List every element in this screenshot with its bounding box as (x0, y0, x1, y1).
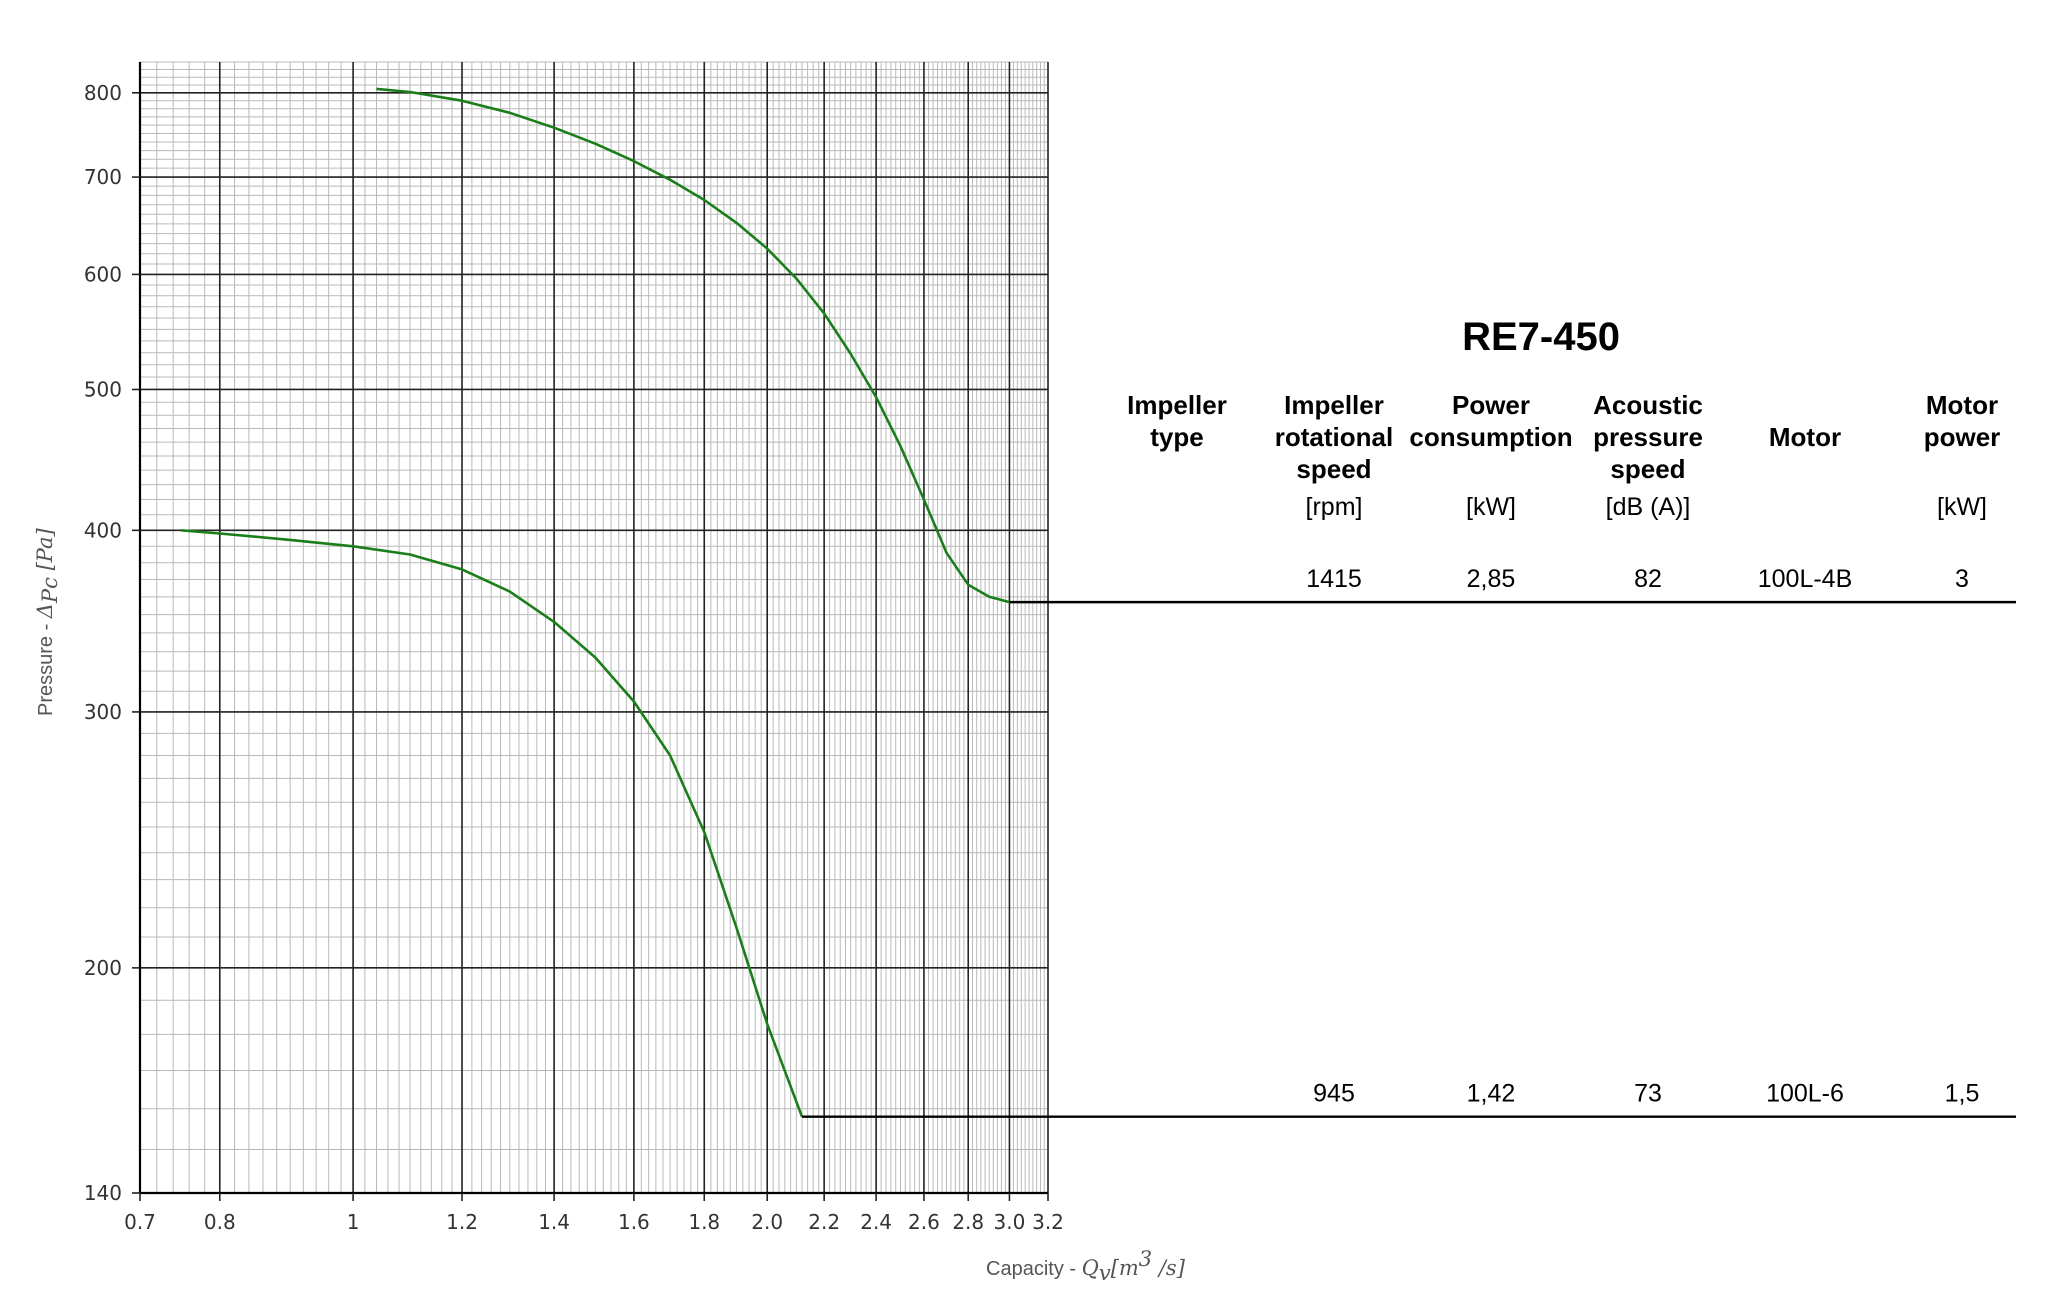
table-unit: [kW] (1466, 493, 1516, 521)
table-header: consumption (1409, 422, 1572, 452)
table-header: pressure (1593, 422, 1703, 452)
y-axis-ticks: 140 200 300 400 500 600 700 800 (84, 81, 140, 1205)
series-line-2 (181, 529, 804, 1118)
table-header: speed (1296, 454, 1371, 484)
table-header: Motor (1926, 390, 1998, 420)
table-cell: 73 (1634, 1080, 1662, 1108)
y-tick-label: 500 (84, 377, 122, 401)
y-tick-label: 800 (84, 81, 122, 105)
y-tick-label: 300 (84, 700, 122, 724)
series-lines (181, 87, 1010, 1118)
table-unit: [rpm] (1306, 493, 1363, 521)
table-cell: 1415 (1306, 565, 1362, 593)
table-header: Power (1452, 390, 1530, 420)
y-tick-label: 200 (84, 956, 122, 980)
table-header: Motor (1769, 422, 1841, 452)
table-cell: 3 (1955, 565, 1969, 593)
table-header: Impeller (1284, 390, 1384, 420)
table-header: type (1150, 422, 1203, 452)
y-tick-label: 400 (84, 518, 122, 542)
x-tick-label: 0.7 (124, 1210, 156, 1234)
table-cell: 1,42 (1467, 1080, 1516, 1108)
table-unit: [kW] (1937, 493, 1987, 521)
table-cell: 1,5 (1945, 1080, 1980, 1108)
table-cell: 2,85 (1467, 565, 1516, 593)
table-cell: 82 (1634, 565, 1662, 593)
x-tick-label: 2.4 (860, 1210, 892, 1234)
grid-major (139, 62, 1049, 1193)
y-axis-title: Pressure - ΔPc [Pa] (33, 528, 62, 716)
grid-minor (139, 61, 1049, 1194)
operating-lines (802, 600, 2016, 1118)
table-unit: [dB (A)] (1606, 493, 1691, 521)
x-tick-label: 0.8 (204, 1210, 236, 1234)
y-tick-label: 700 (84, 165, 122, 189)
x-tick-label: 1.4 (538, 1210, 570, 1234)
x-tick-label: 3.2 (1032, 1210, 1064, 1234)
table-cell: 100L-6 (1766, 1080, 1844, 1108)
table-cell: 945 (1313, 1080, 1355, 1108)
table-header: rotational (1275, 422, 1393, 452)
x-tick-label: 1.6 (618, 1210, 650, 1234)
x-tick-label: 1.2 (446, 1210, 478, 1234)
performance-table: ImpellertypeImpellerrotationalspeedPower… (1127, 390, 2000, 1108)
x-axis-title: Capacity - Qv[m3 /s] (986, 1247, 1186, 1285)
series-line-1 (376, 87, 1010, 604)
table-header: power (1924, 422, 2001, 452)
table-header: speed (1610, 454, 1685, 484)
x-tick-label: 2.8 (952, 1210, 984, 1234)
x-tick-label: 1 (347, 1210, 360, 1234)
x-tick-label: 2.2 (808, 1210, 840, 1234)
x-tick-label: 1.8 (688, 1210, 720, 1234)
x-axis-ticks: 0.7 0.8 1 1.2 1.4 1.6 1.8 2.0 2.2 2.4 2.6 2.8 3.0 3.2 (124, 1193, 1064, 1234)
table-title: RE7-450 (1462, 315, 1620, 359)
x-tick-label: 2.0 (751, 1210, 783, 1234)
table-header: Impeller (1127, 390, 1227, 420)
axes (138, 62, 1048, 1195)
y-tick-label: 600 (84, 262, 122, 286)
table-header: Acoustic (1593, 390, 1703, 420)
x-tick-label: 3.0 (994, 1210, 1026, 1234)
x-tick-label: 2.6 (908, 1210, 940, 1234)
y-tick-label: 140 (84, 1181, 122, 1205)
table-cell: 100L-4B (1758, 565, 1853, 593)
